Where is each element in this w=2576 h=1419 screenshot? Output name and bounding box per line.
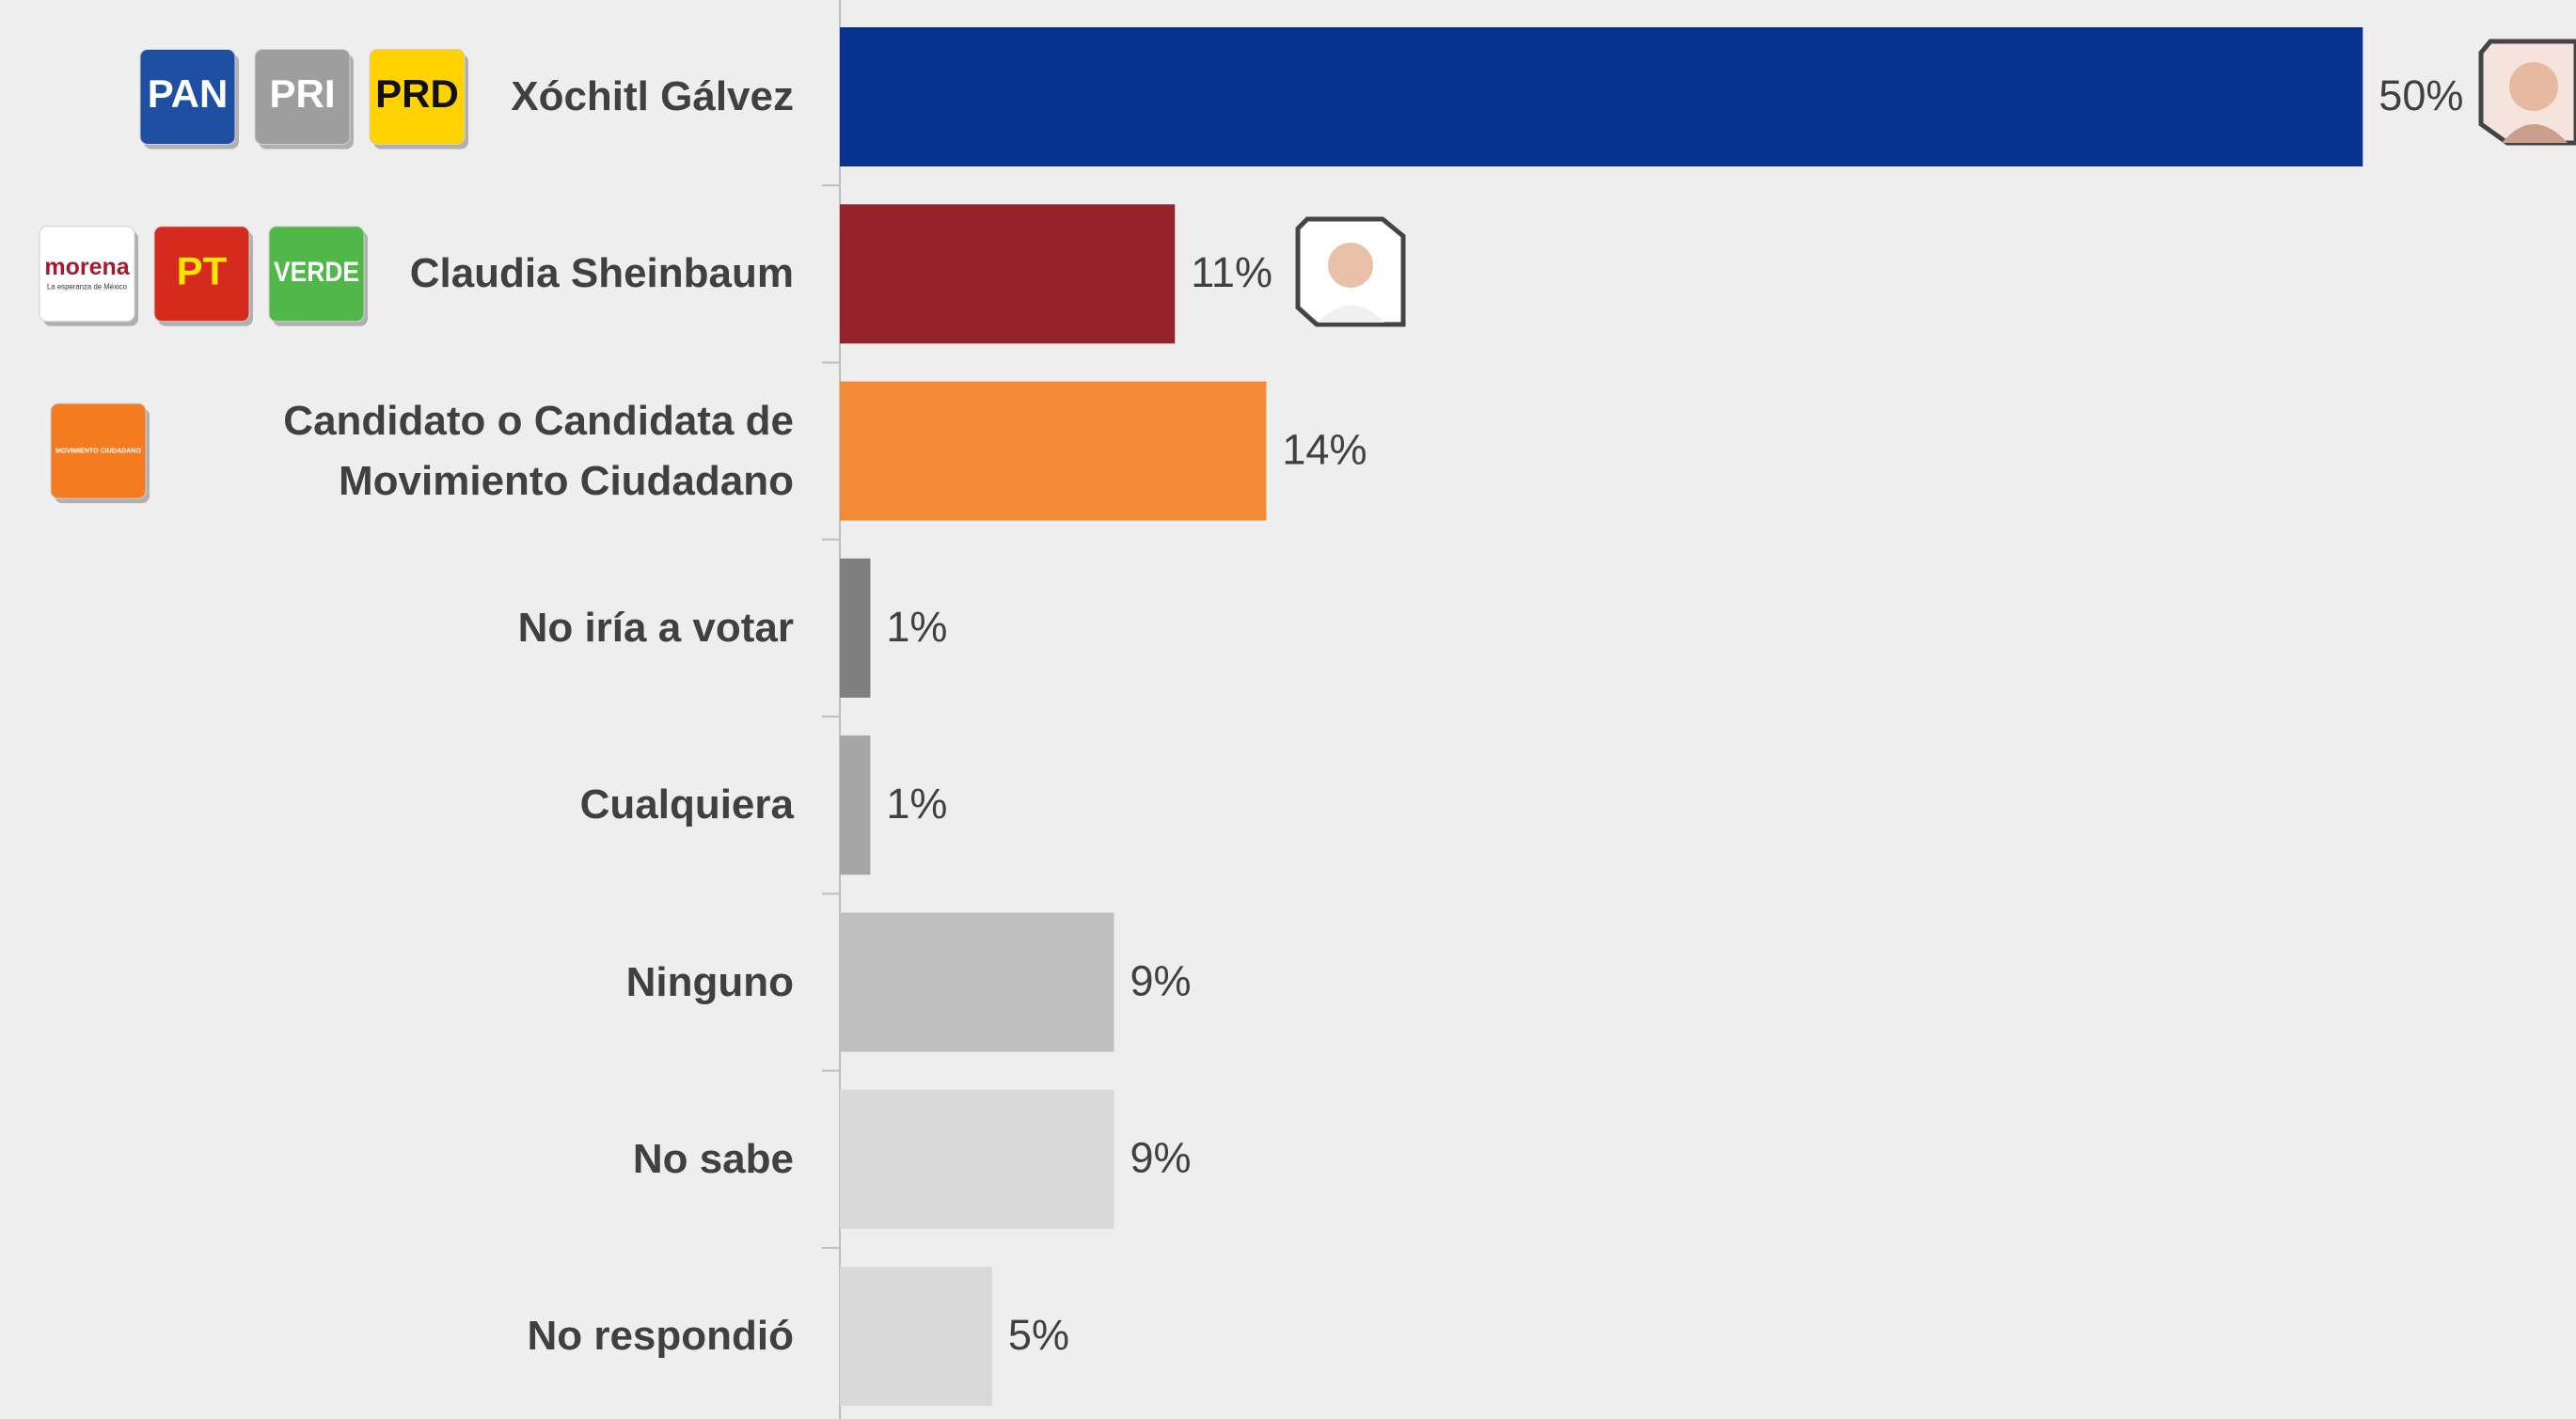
value-label: 14%	[1282, 425, 1367, 473]
candidate-photo	[1295, 216, 1406, 327]
value-label: 9%	[1130, 1134, 1191, 1182]
bar	[840, 912, 1114, 1052]
category-label-box: Cualquiera	[192, 775, 794, 835]
party-logo: VERDE	[268, 226, 368, 326]
bar	[840, 558, 871, 698]
value-label: 11%	[1191, 248, 1272, 296]
party-logo: morena La esperanza de México	[39, 226, 138, 326]
party-logo: PRI	[254, 49, 354, 150]
logo-background	[254, 49, 351, 145]
bar	[840, 1267, 992, 1407]
bar	[840, 27, 2363, 166]
category-label: Cualquiera	[579, 781, 794, 828]
value-label: 9%	[1130, 956, 1191, 1004]
category-label-box: Candidato o Candidata de Movimiento Ciud…	[192, 391, 794, 512]
category-label-box: No respondió	[192, 1306, 794, 1366]
logo-background	[153, 226, 250, 323]
party-logo: PRD	[369, 49, 468, 150]
value-label: 5%	[1008, 1311, 1069, 1359]
category-label: No respondió	[527, 1313, 794, 1360]
value-label: 1%	[886, 603, 947, 651]
party-logo: PAN	[139, 49, 239, 150]
party-logo: PT	[153, 226, 253, 326]
category-label: No iría a votar	[517, 604, 794, 651]
category-label-box: No iría a votar	[192, 598, 794, 658]
logo-background	[39, 226, 135, 323]
bar	[840, 735, 871, 875]
logo-text: PRD	[375, 71, 459, 116]
logo-text: PT	[177, 248, 228, 292]
category-label: Ninguno	[625, 958, 794, 1005]
logo-text: MOVIMIENTO CIUDADANO	[55, 447, 141, 455]
bar	[840, 1089, 1114, 1229]
category-label: Xóchitl Gálvez	[511, 73, 794, 119]
category-label: Candidato o Candidata de Movimiento Ciud…	[283, 397, 794, 504]
logo-background	[369, 49, 466, 145]
category-label-box: No sabe	[192, 1129, 794, 1190]
category-label: No sabe	[632, 1135, 794, 1182]
logo-background	[268, 226, 365, 323]
logo-text: PRI	[269, 71, 335, 116]
party-logo: MOVIMIENTO CIUDADANO	[50, 402, 150, 504]
category-label-box: Ninguno	[192, 953, 794, 1013]
bar	[840, 381, 1267, 521]
logo-text: PAN	[148, 71, 229, 116]
category-label-box: Xóchitl Gálvez	[192, 67, 794, 127]
category-label: Claudia Sheinbaum	[409, 250, 794, 297]
value-label: 50%	[2378, 71, 2463, 119]
logo-subtext: La esperanza de México	[47, 282, 128, 291]
candidate-photo	[2478, 39, 2576, 146]
logo-background	[50, 402, 147, 499]
bar	[840, 204, 1176, 344]
logo-background	[139, 49, 236, 145]
category-label-box: Claudia Sheinbaum	[192, 244, 794, 304]
logo-text: morena	[44, 254, 130, 280]
value-label: 1%	[886, 780, 947, 828]
logo-text: VERDE	[274, 257, 359, 288]
